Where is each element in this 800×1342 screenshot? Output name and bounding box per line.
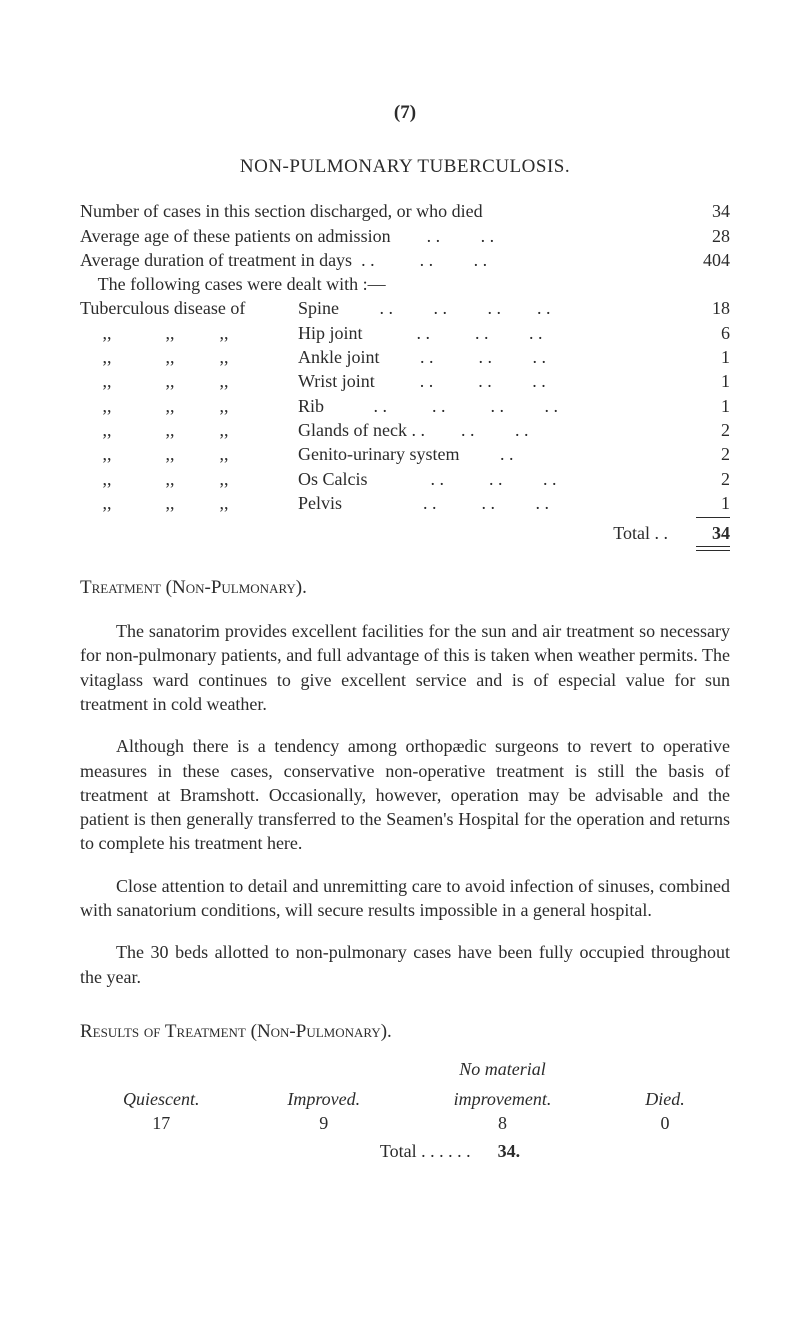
disease-name: Hip joint [298, 321, 363, 345]
disease-ditto: ,, ,, ,, [80, 418, 298, 442]
disease-dots: . . . . . . [375, 369, 680, 393]
results-total-row: Total . . . . . . 34. [80, 1139, 730, 1163]
disease-name: Rib [298, 394, 324, 418]
page-number: (7) [80, 100, 730, 126]
disease-dots: . . . . . . . . [324, 394, 680, 418]
results-value-row: 17 9 8 0 [80, 1111, 730, 1135]
val-died: 0 [600, 1111, 730, 1135]
disease-name: Pelvis [298, 491, 342, 515]
disease-dots: . . . . . . [363, 321, 680, 345]
col-head-improved: Improved. [243, 1087, 406, 1111]
val-quiescent: 17 [80, 1111, 243, 1135]
stats-block: Number of cases in this section discharg… [80, 199, 730, 545]
results-total-value: 34. [498, 1141, 521, 1161]
results-total-label: Total . . . . . . [380, 1141, 471, 1161]
disease-lead: Tuberculous disease of [80, 296, 298, 320]
col-head-improvement: improvement. [405, 1087, 600, 1111]
stat-dots: . . . . [375, 248, 680, 272]
disease-row: ,, ,, ,, Rib . . . . . . . . 1 [80, 394, 730, 418]
col-head-quiescent: Quiescent. [80, 1087, 243, 1111]
following-cases: The following cases were dealt with :— [80, 272, 730, 296]
paragraph: The 30 beds allotted to non-pulmonary ca… [80, 940, 730, 989]
total-row: Total . . 34 [80, 521, 730, 545]
disease-row: ,, ,, ,, Hip joint . . . . . . 6 [80, 321, 730, 345]
section-title: NON-PULMONARY TUBERCULOSIS. [80, 154, 730, 180]
stat-label: Average duration of treatment in days . … [80, 248, 375, 272]
disease-row: Tuberculous disease of Spine . . . . . .… [80, 296, 730, 320]
disease-ditto: ,, ,, ,, [80, 321, 298, 345]
paragraph: Although there is a tendency among ortho… [80, 734, 730, 855]
results-heading: Results of Treatment (Non-Pulmonary). [80, 1019, 730, 1045]
col-head [80, 1057, 243, 1081]
col-head-died: Died. [600, 1087, 730, 1111]
disease-name: Wrist joint [298, 369, 375, 393]
disease-ditto: ,, ,, ,, [80, 491, 298, 515]
col-head [243, 1057, 406, 1081]
col-head: No material [405, 1057, 600, 1081]
disease-value: 2 [680, 418, 730, 442]
stat-value: 404 [680, 248, 730, 272]
disease-dots: . . [459, 442, 680, 466]
stat-dots: . . . . [391, 224, 680, 248]
disease-value: 18 [680, 296, 730, 320]
disease-value: 6 [680, 321, 730, 345]
disease-value: 1 [680, 394, 730, 418]
stat-value: 28 [680, 224, 730, 248]
stat-row: Average duration of treatment in days . … [80, 248, 730, 272]
disease-value: 2 [680, 442, 730, 466]
disease-value: 1 [680, 369, 730, 393]
total-label: Total . . [613, 521, 668, 545]
disease-ditto: ,, ,, ,, [80, 442, 298, 466]
paragraph: Close attention to detail and unremittin… [80, 874, 730, 923]
disease-ditto: ,, ,, ,, [80, 394, 298, 418]
total-value: 34 [680, 521, 730, 545]
disease-name: Glands of neck . . [298, 418, 425, 442]
disease-name: Genito-urinary system [298, 442, 459, 466]
stat-label: Average age of these patients on admissi… [80, 224, 391, 248]
results-table: No material Quiescent. Improved. improve… [80, 1057, 730, 1164]
disease-dots: . . . . . . [368, 467, 681, 491]
disease-value: 2 [680, 467, 730, 491]
disease-row: ,, ,, ,, Glands of neck . . . . . . 2 [80, 418, 730, 442]
disease-value: 1 [680, 491, 730, 515]
disease-dots: . . . . [425, 418, 680, 442]
disease-name: Ankle joint [298, 345, 380, 369]
disease-name: Spine [298, 296, 339, 320]
treatment-heading: Treatment (Non-Pulmonary). [80, 575, 730, 601]
disease-ditto: ,, ,, ,, [80, 369, 298, 393]
disease-ditto: ,, ,, ,, [80, 467, 298, 491]
val-improvement: 8 [405, 1111, 600, 1135]
results-header-row: Quiescent. Improved. improvement. Died. [80, 1087, 730, 1111]
stat-row: Average age of these patients on admissi… [80, 224, 730, 248]
disease-row: ,, ,, ,, Wrist joint . . . . . . 1 [80, 369, 730, 393]
disease-dots: . . . . . . . . [339, 296, 680, 320]
stat-row: Number of cases in this section discharg… [80, 199, 730, 223]
disease-row: ,, ,, ,, Os Calcis . . . . . . 2 [80, 467, 730, 491]
paragraph: The sanatorim provides excellent facilit… [80, 619, 730, 716]
disease-row: ,, ,, ,, Pelvis . . . . . . 1 [80, 491, 730, 515]
disease-dots: . . . . . . [342, 491, 680, 515]
disease-ditto: ,, ,, ,, [80, 345, 298, 369]
disease-name: Os Calcis [298, 467, 368, 491]
disease-dots: . . . . . . [380, 345, 681, 369]
document-page: (7) NON-PULMONARY TUBERCULOSIS. Number o… [0, 0, 800, 1342]
disease-value: 1 [680, 345, 730, 369]
val-improved: 9 [243, 1111, 406, 1135]
disease-row: ,, ,, ,, Ankle joint . . . . . . 1 [80, 345, 730, 369]
following-label: The following cases were dealt with :— [80, 272, 386, 296]
disease-row: ,, ,, ,, Genito-urinary system . . 2 [80, 442, 730, 466]
col-head [600, 1057, 730, 1081]
stat-label: Number of cases in this section discharg… [80, 199, 483, 223]
stat-dots [483, 199, 680, 223]
stat-value: 34 [680, 199, 730, 223]
results-header-row: No material [80, 1057, 730, 1081]
